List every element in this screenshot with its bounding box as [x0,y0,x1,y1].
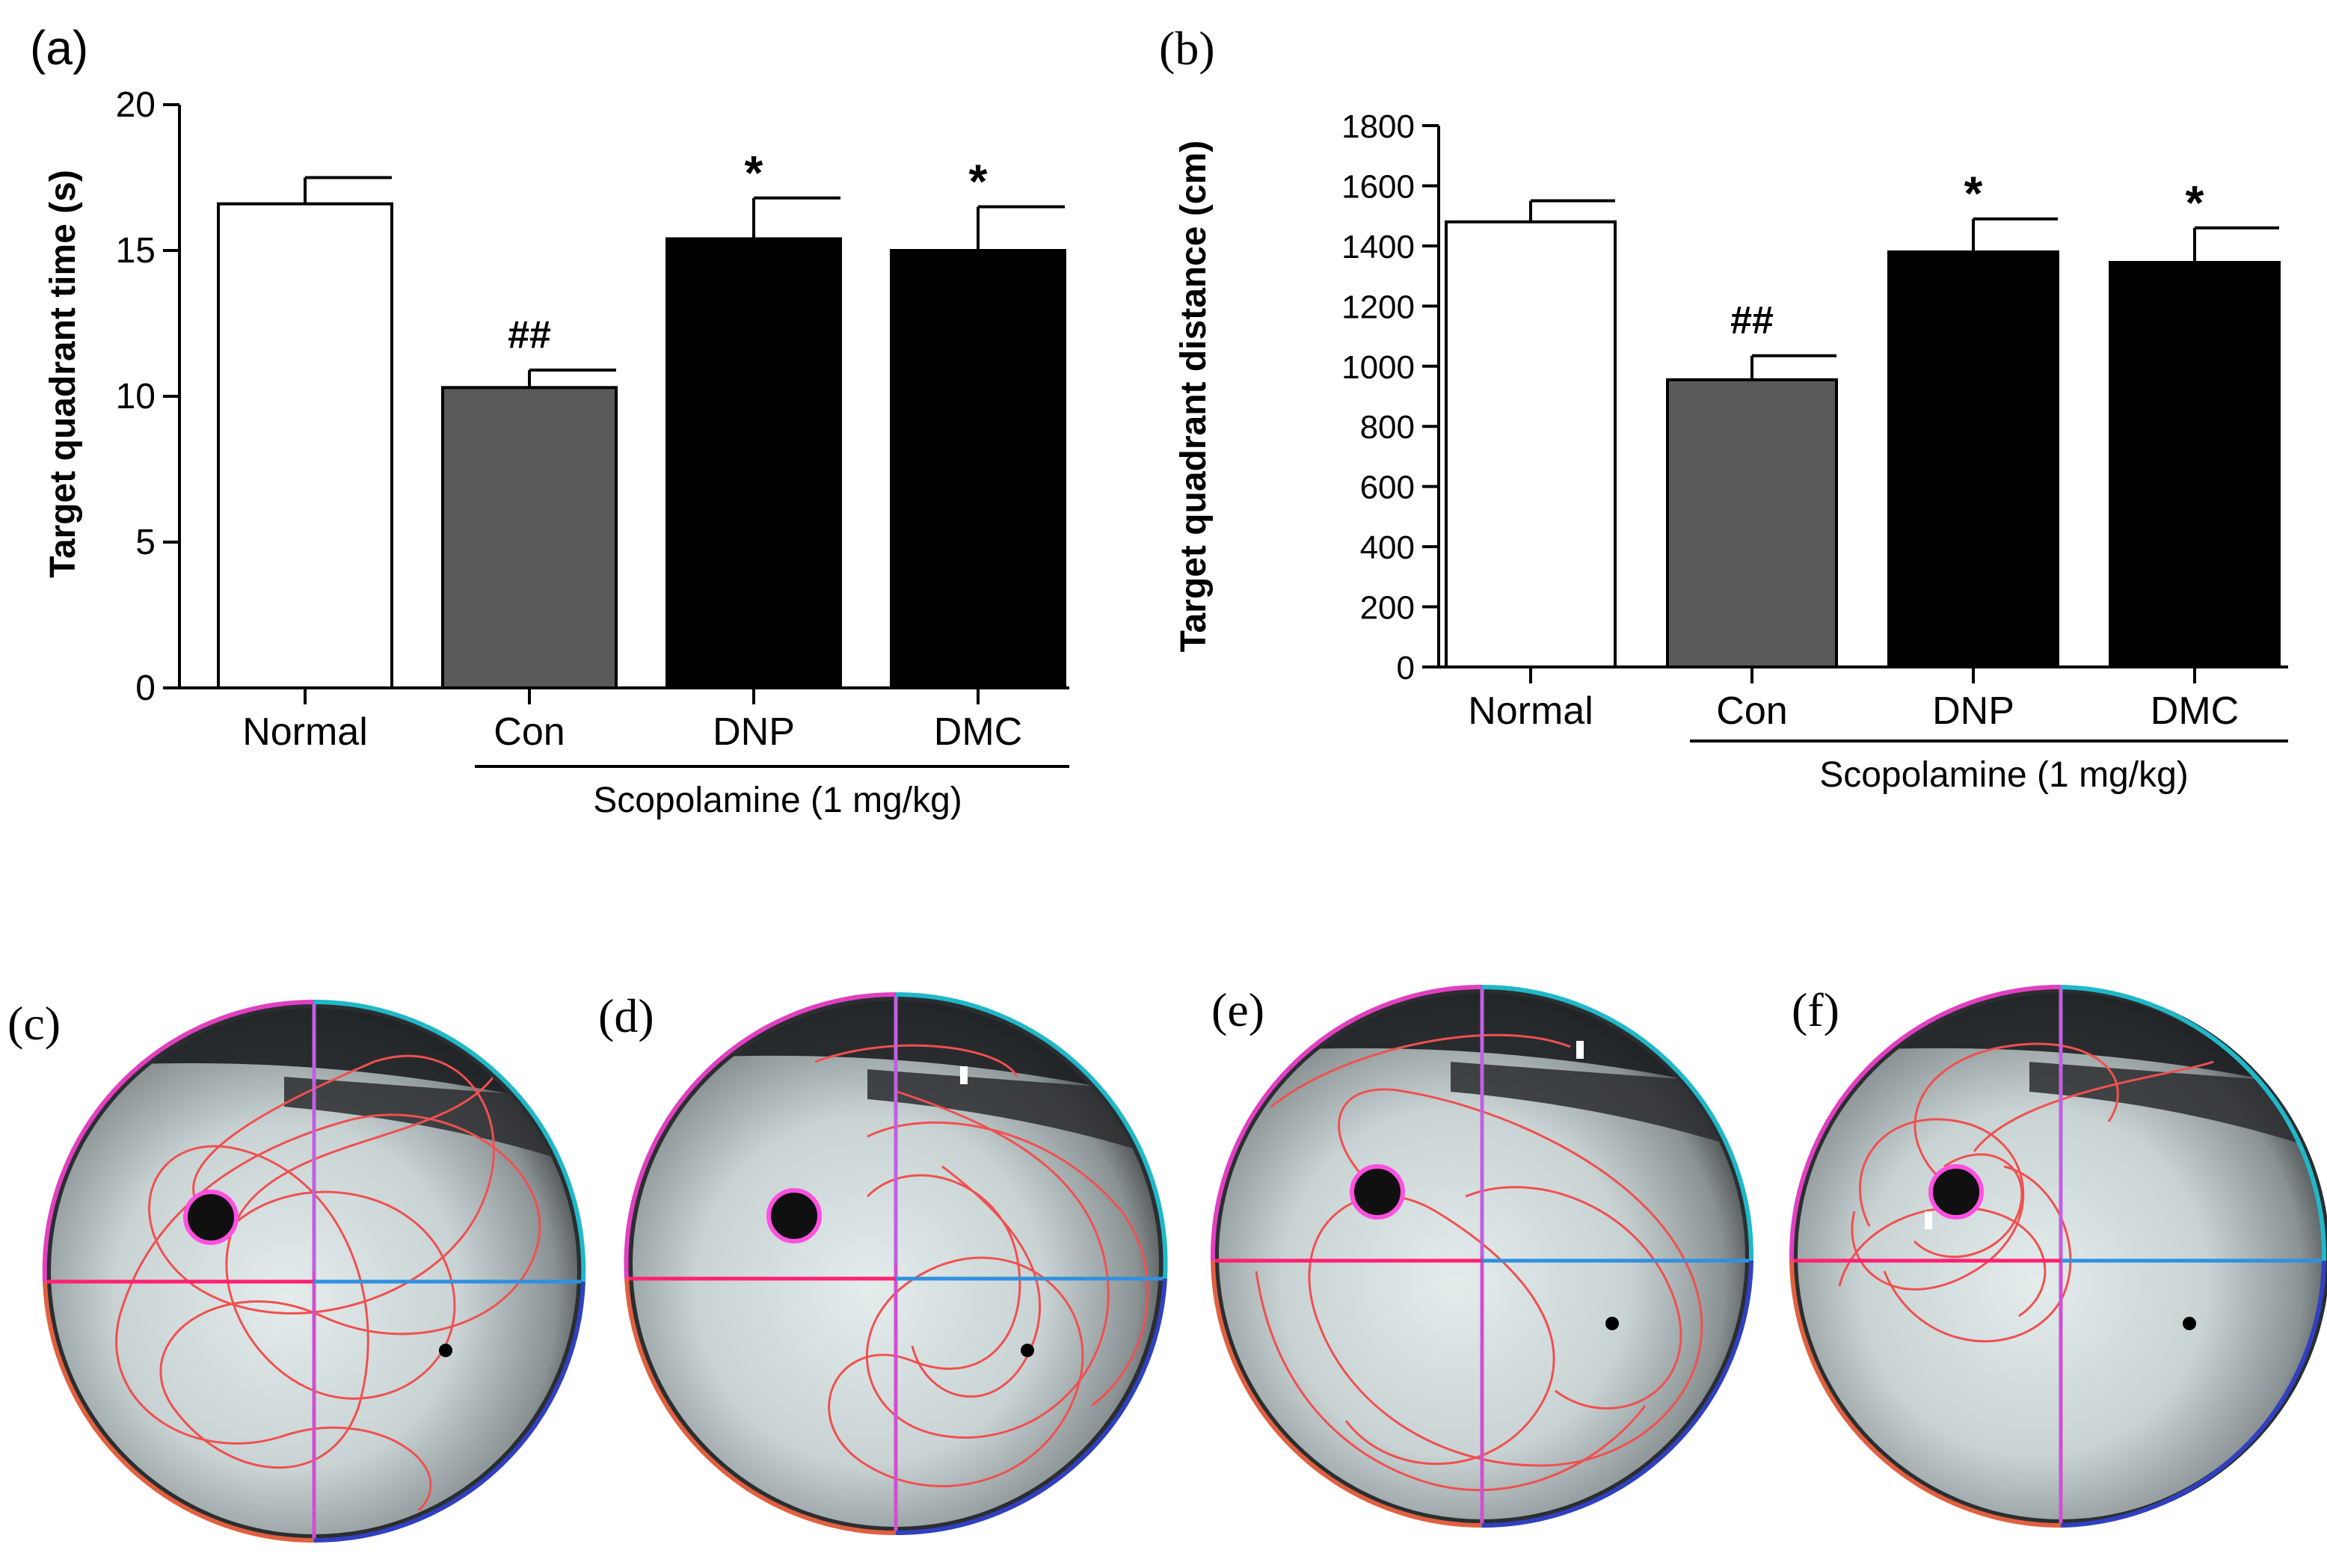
category-label: DMC [934,710,1022,754]
track-e: (e) [1210,983,1754,1528]
track-f-label: (f) [1792,983,1839,1036]
y-tick-label: 1600 [1341,168,1415,205]
significance-mark: * [2186,176,2204,230]
panel-b-letter: (b) [1159,22,1215,75]
panel-b-bars: Normal Con ## DNP * DMC * [1445,167,2281,733]
track-f: (f) [1789,983,2327,1528]
panel-b-ylabel: Target quadrant distance (cm) [1174,141,1214,653]
y-tick-label: 1200 [1341,289,1415,325]
bar-dmc [890,249,1066,689]
track-d: (d) [598,989,1168,1536]
y-tick-label: 10 [116,377,156,416]
swim-path-d [814,1044,1149,1488]
category-label: Con [494,710,565,754]
track-e-label: (e) [1211,983,1264,1036]
category-label: DNP [713,710,795,754]
panel-b-axes: 0 200 400 600 800 1000 1200 1400 1600 1800 [1341,108,2288,686]
bar-dnp [1887,250,2059,668]
significance-mark: ## [1730,299,1774,342]
y-tick-label: 400 [1360,529,1415,566]
y-tick-label: 1800 [1341,108,1415,145]
category-label: Normal [1468,689,1593,733]
category-label: Normal [242,710,368,754]
y-tick-label: 200 [1360,590,1415,627]
panel-a-letter: (a) [30,21,88,75]
panel-a-bars: Normal Con ## DNP * DMC * [217,146,1066,754]
animal-marker-c [439,1344,452,1357]
y-tick-label: 800 [1360,409,1415,446]
bar-normal [1445,220,1617,668]
significance-mark: * [745,146,763,200]
y-tick-label: 5 [135,523,156,562]
category-label: DMC [2151,689,2239,733]
significance-mark: * [1964,167,1983,221]
track-d-label: (d) [598,989,654,1042]
platform-ring-c [183,1190,239,1245]
track-c: (c) [7,997,586,1543]
panel-a-group-label: Scopolamine (1 mg/kg) [593,781,962,820]
track-c-label: (c) [7,997,61,1050]
bar-con [441,386,618,689]
significance-mark: * [969,155,988,209]
platform-ring-f [1928,1164,1984,1220]
dark-wall-shadow [51,1008,568,1107]
bar-dnp [665,237,842,689]
bar-dmc [2109,261,2281,668]
significance-mark: ## [508,313,551,357]
panel-a: (a) Target quadrant time (s) 0 5 10 15 20 No… [30,21,1069,820]
panel-a-ylabel: Target quadrant time (s) [43,170,83,578]
category-label: DNP [1932,689,2014,733]
y-tick-label: 1000 [1341,349,1415,386]
panel-b: (b) Target quadrant distance (cm) 0 200 40… [1159,22,2288,795]
y-tick-label: 20 [116,85,156,125]
bar-con [1666,378,1838,668]
category-label: Con [1716,689,1787,733]
y-tick-label: 0 [135,668,156,708]
swim-path-e [1255,1033,1703,1492]
platform-ring-d [766,1188,822,1243]
y-tick-label: 15 [116,231,156,271]
bar-normal [217,202,393,690]
y-tick-label: 600 [1360,470,1415,506]
panel-b-group-label: Scopolamine (1 mg/kg) [1819,755,2189,795]
swim-path-f [1838,1042,2214,1343]
y-tick-label: 1400 [1341,229,1415,265]
y-tick-label: 0 [1397,650,1415,686]
platform-ring-e [1350,1164,1405,1220]
